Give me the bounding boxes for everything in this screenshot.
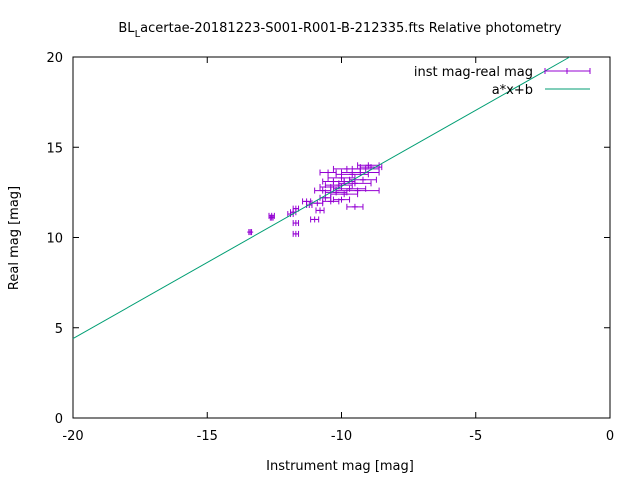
chart-title: BLLacertae-20181223-S001-R001-B-212335.f… (118, 21, 562, 40)
title-main-2: acertae-20181223-S001-R001-B-212335.fts … (140, 21, 562, 36)
data-point (332, 178, 356, 185)
data-point (310, 216, 320, 223)
data-point (311, 200, 324, 207)
y-tick-label: 0 (55, 412, 63, 427)
x-tick-label: -10 (331, 429, 352, 444)
data-point (351, 165, 380, 172)
y-tick-label: 10 (46, 232, 63, 247)
data-point (247, 229, 254, 236)
x-tick-label: -15 (197, 429, 218, 444)
legend-label-fit: a*x+b (492, 83, 533, 98)
data-point (292, 220, 300, 227)
plot-area (72, 56, 570, 340)
plot-frame (72, 56, 611, 419)
y-tick-label: 5 (55, 322, 63, 337)
x-tick-label: -5 (469, 429, 482, 444)
x-axis-label: Instrument mag [mag] (266, 459, 414, 474)
legend: inst mag-real mag a*x+b (414, 65, 591, 98)
data-point (346, 203, 364, 210)
x-tick-label: -20 (62, 429, 83, 444)
y-tick-label: 15 (46, 141, 63, 156)
data-point (341, 169, 380, 176)
data-point (268, 214, 275, 221)
axis-ticks: -20 -15 -10 -5 0 0 5 10 15 20 (46, 51, 614, 444)
fit-line (72, 56, 570, 340)
y-axis-label: Real mag [mag] (7, 186, 22, 290)
title-subscript: L (135, 29, 141, 40)
x-tick-label: 0 (606, 429, 614, 444)
title-main-1: BL (118, 21, 135, 36)
legend-label-points: inst mag-real mag (414, 65, 533, 80)
data-point (292, 230, 300, 237)
data-point (335, 187, 380, 194)
data-point (315, 207, 325, 214)
y-tick-label: 20 (46, 51, 63, 66)
data-point (332, 196, 351, 203)
